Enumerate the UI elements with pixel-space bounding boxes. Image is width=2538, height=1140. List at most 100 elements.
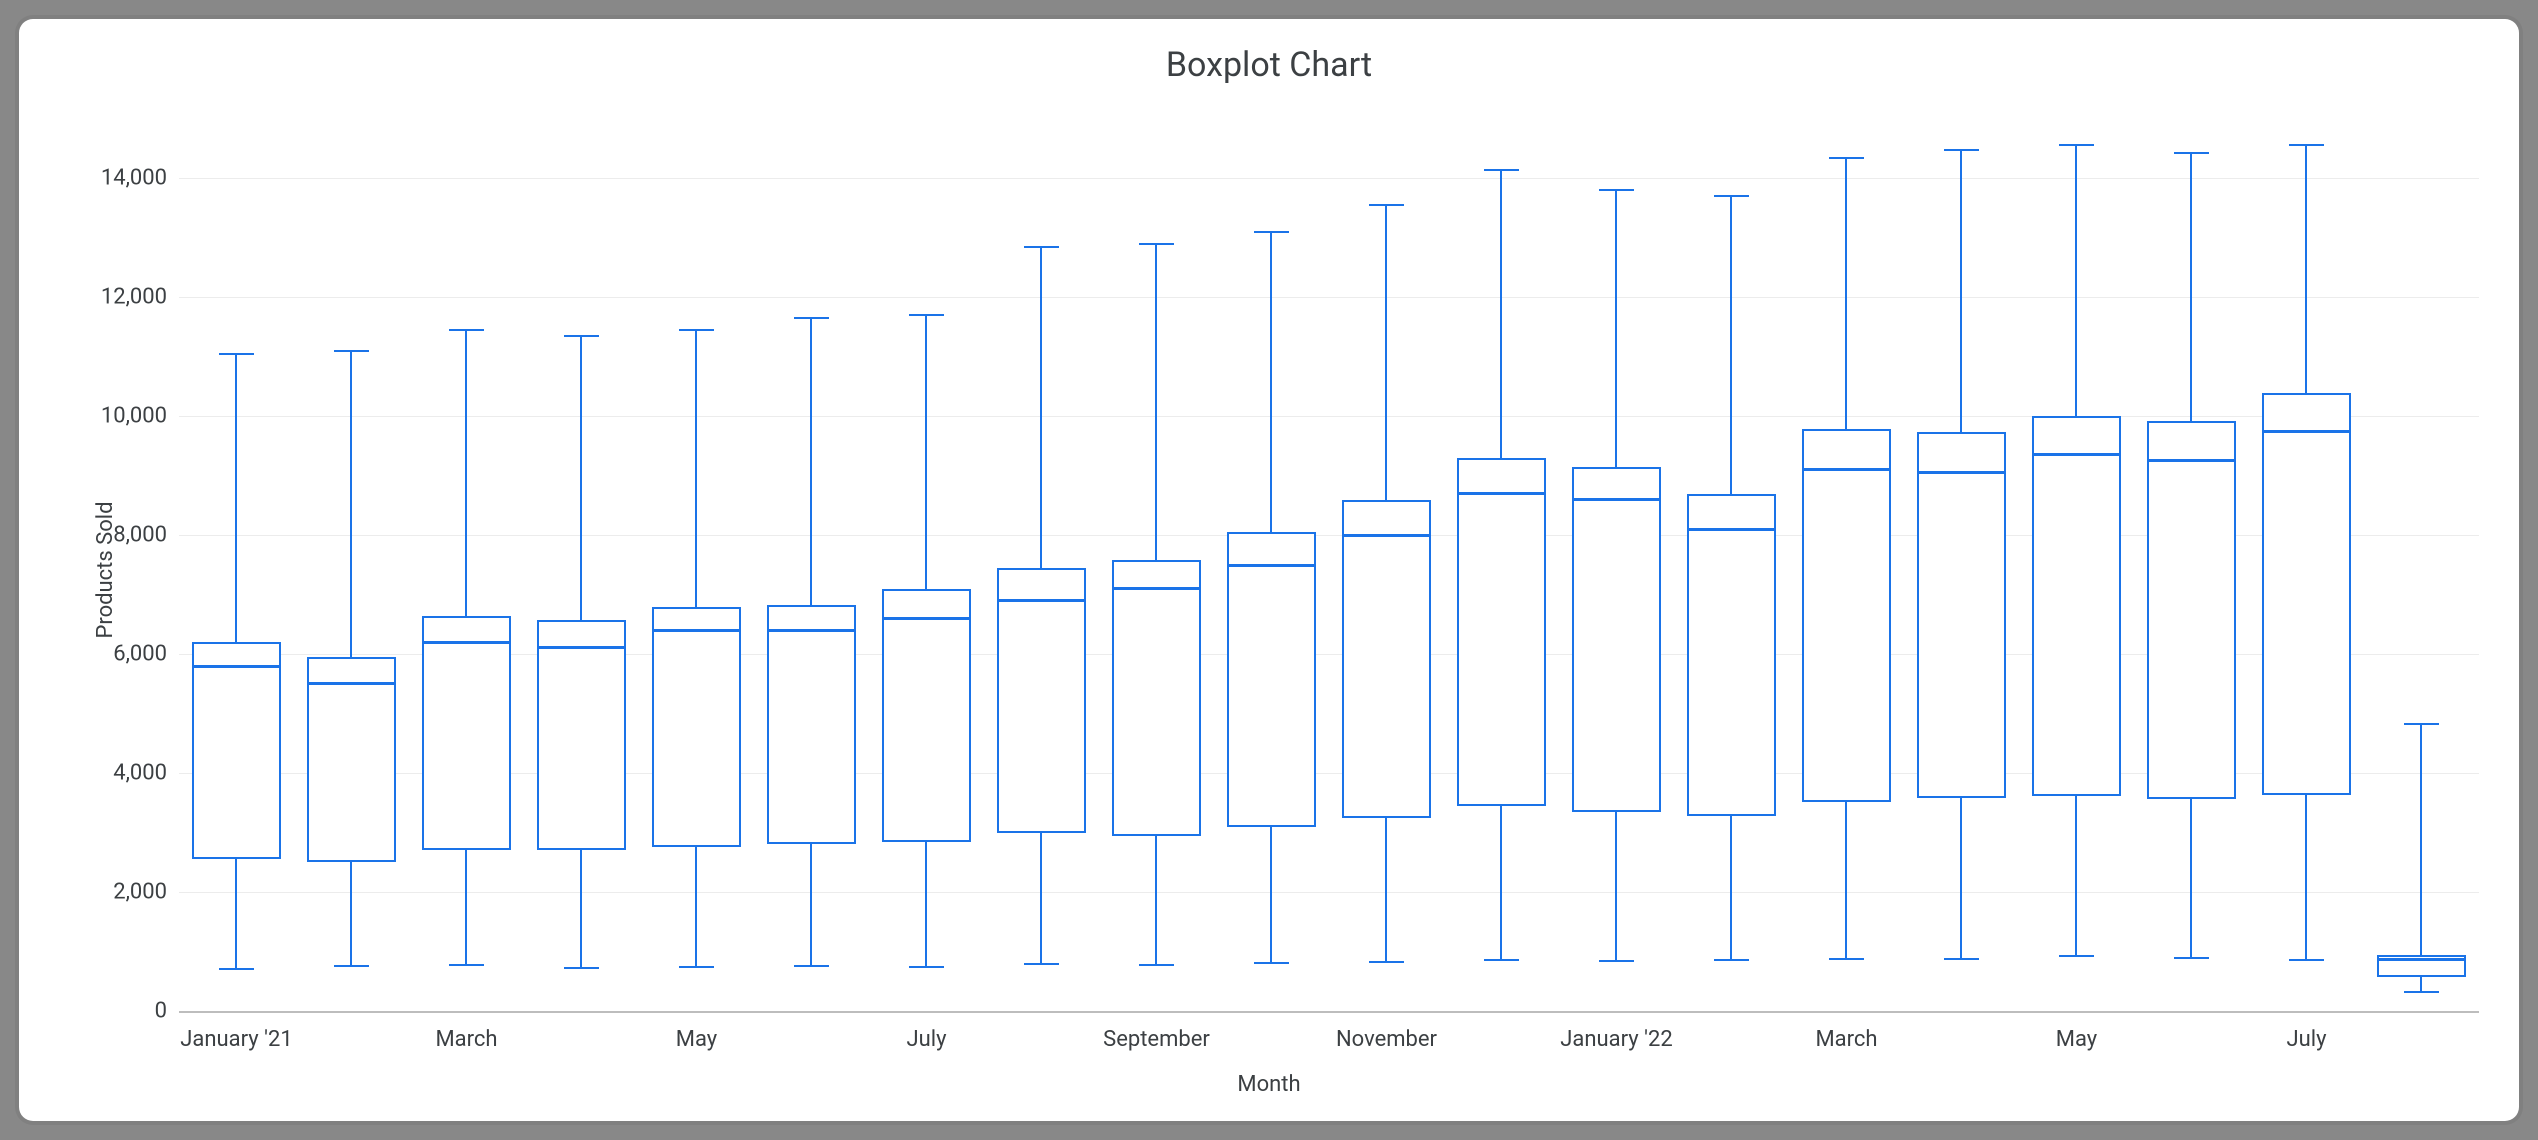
whisker-upper (1960, 150, 1962, 432)
boxplot-box (767, 119, 857, 1011)
whisker-cap-top (1024, 246, 1060, 248)
plot-area: 02,0004,0006,0008,00010,00012,00014,000J… (179, 119, 2479, 1011)
whisker-lower (1155, 836, 1157, 965)
median-line (997, 599, 1087, 602)
whisker-cap-bottom (1944, 958, 1980, 960)
y-tick-label: 12,000 (101, 285, 167, 310)
whisker-lower (235, 859, 237, 969)
gridline (179, 535, 2479, 536)
whisker-cap-top (794, 317, 830, 319)
whisker-cap-bottom (2289, 959, 2325, 961)
iqr-box (2147, 421, 2237, 799)
whisker-cap-top (449, 329, 485, 331)
whisker-cap-top (2174, 152, 2210, 154)
median-line (192, 665, 282, 668)
x-tick-label: March (1815, 1027, 1877, 1052)
x-tick-label: November (1336, 1027, 1437, 1052)
y-tick-label: 8,000 (113, 523, 167, 548)
median-line (307, 682, 397, 685)
y-tick-label: 2,000 (113, 880, 167, 905)
y-tick-label: 6,000 (113, 642, 167, 667)
whisker-cap-top (1714, 195, 1750, 197)
whisker-cap-bottom (1829, 958, 1865, 960)
boxplot-box (1457, 119, 1547, 1011)
median-line (1917, 471, 2007, 474)
boxplot-box (192, 119, 282, 1011)
iqr-box (537, 620, 627, 851)
iqr-box (1917, 432, 2007, 798)
whisker-upper (925, 315, 927, 589)
y-tick-label: 4,000 (113, 761, 167, 786)
iqr-box (307, 657, 397, 862)
whisker-cap-bottom (2404, 991, 2440, 993)
boxplot-box (1227, 119, 1317, 1011)
whisker-upper (1270, 232, 1272, 532)
y-tick-label: 14,000 (101, 166, 167, 191)
whisker-lower (1500, 806, 1502, 960)
gridline (179, 297, 2479, 298)
median-line (1342, 534, 1432, 537)
gridline (179, 416, 2479, 417)
whisker-upper (1155, 244, 1157, 560)
whisker-cap-bottom (1599, 960, 1635, 962)
median-line (2147, 459, 2237, 462)
whisker-upper (2420, 724, 2422, 955)
median-line (882, 617, 972, 620)
iqr-box (1112, 560, 1202, 835)
median-line (1572, 498, 1662, 501)
boxplot-box (1112, 119, 1202, 1011)
whisker-upper (1385, 205, 1387, 499)
iqr-box (192, 642, 282, 859)
boxplot-box (2147, 119, 2237, 1011)
whisker-cap-bottom (1024, 963, 1060, 965)
iqr-box (1342, 500, 1432, 818)
whisker-lower (1730, 816, 1732, 960)
gridline (179, 892, 2479, 893)
whisker-cap-bottom (334, 965, 370, 967)
iqr-box (1457, 458, 1547, 806)
whisker-lower (2075, 796, 2077, 957)
median-line (767, 629, 857, 632)
boxplot-box (1802, 119, 1892, 1011)
iqr-box (1802, 429, 1892, 801)
whisker-cap-top (1254, 231, 1290, 233)
boxplot-box (882, 119, 972, 1011)
whisker-cap-top (1139, 243, 1175, 245)
x-axis-label: Month (19, 1072, 2519, 1097)
median-line (2032, 453, 2122, 456)
whisker-lower (925, 842, 927, 967)
x-tick-label: September (1103, 1027, 1210, 1052)
whisker-upper (350, 351, 352, 657)
gridline (179, 178, 2479, 179)
whisker-cap-bottom (794, 965, 830, 967)
x-tick-label: January '21 (180, 1027, 292, 1052)
iqr-box (997, 568, 1087, 833)
whisker-upper (580, 336, 582, 620)
median-line (1227, 564, 1317, 567)
whisker-upper (1500, 170, 1502, 458)
iqr-box (2262, 393, 2352, 796)
whisker-cap-bottom (1369, 961, 1405, 963)
whisker-cap-top (219, 353, 255, 355)
whisker-cap-top (679, 329, 715, 331)
whisker-cap-bottom (219, 968, 255, 970)
whisker-cap-top (2404, 723, 2440, 725)
x-tick-label: May (676, 1027, 717, 1052)
iqr-box (2032, 416, 2122, 796)
whisker-lower (465, 850, 467, 964)
whisker-upper (1615, 190, 1617, 467)
boxplot-box (1342, 119, 1432, 1011)
boxplot-box (1687, 119, 1777, 1011)
outer-frame: Boxplot Chart Products Sold Month 02,000… (0, 0, 2538, 1140)
median-line (1687, 528, 1777, 531)
median-line (422, 641, 512, 644)
whisker-cap-bottom (449, 964, 485, 966)
iqr-box (652, 607, 742, 848)
whisker-lower (350, 862, 352, 966)
median-line (652, 629, 742, 632)
whisker-cap-bottom (679, 966, 715, 968)
x-tick-label: March (435, 1027, 497, 1052)
whisker-lower (1040, 833, 1042, 964)
whisker-cap-bottom (1714, 959, 1750, 961)
x-tick-label: July (906, 1027, 946, 1052)
